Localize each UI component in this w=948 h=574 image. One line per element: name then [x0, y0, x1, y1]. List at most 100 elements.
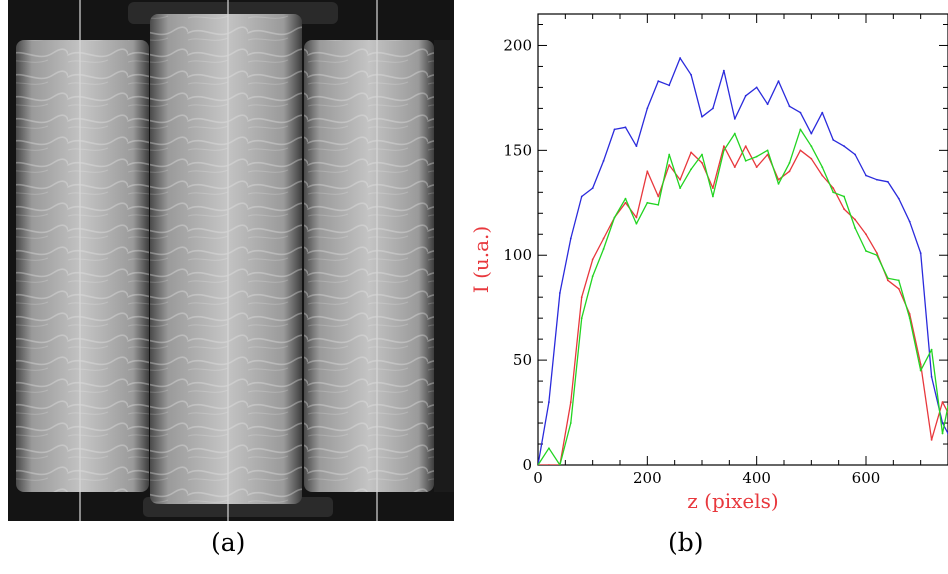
data-point-red	[690, 151, 692, 154]
caption-b: (b)	[668, 528, 704, 557]
data-point-blue	[569, 237, 572, 240]
data-point-red	[624, 201, 627, 204]
data-point-red	[854, 218, 856, 221]
data-point-red	[602, 237, 605, 240]
data-point-green	[941, 432, 944, 435]
data-point-blue	[788, 105, 791, 108]
data-point-blue	[876, 178, 878, 181]
data-point-blue	[580, 195, 583, 198]
series-line-green	[538, 128, 948, 465]
data-point-blue	[799, 111, 802, 114]
data-point-blue	[766, 103, 769, 106]
data-point-blue	[821, 111, 824, 114]
data-point-green	[613, 216, 616, 219]
data-point-green	[569, 422, 572, 424]
data-point-red	[876, 252, 878, 255]
data-point-blue	[679, 57, 682, 59]
data-point-red	[591, 258, 594, 261]
data-point-green	[635, 222, 638, 225]
data-point-blue	[897, 197, 900, 200]
data-point-red	[635, 216, 638, 219]
data-point-green	[558, 464, 561, 465]
x-tick-label: 400	[742, 469, 771, 487]
data-point-green	[646, 201, 649, 204]
x-tick-label: 200	[633, 469, 662, 487]
x-axis-label: z (pixels)	[687, 489, 778, 513]
data-point-green	[766, 149, 769, 152]
data-point-green	[580, 317, 583, 320]
data-point-red	[821, 174, 824, 177]
data-point-blue	[810, 132, 813, 135]
data-point-red	[810, 157, 813, 160]
data-point-green	[679, 187, 682, 190]
data-point-red	[930, 438, 933, 441]
data-point-blue	[624, 126, 627, 129]
data-point-blue	[919, 252, 922, 255]
data-point-green	[886, 277, 889, 280]
intensity-chart: 0 200 400 600 0 50 100 150 200 z (pixels) I (u.a.)	[470, 13, 948, 513]
data-point-red	[766, 153, 769, 156]
data-point-green	[777, 183, 780, 185]
data-point-blue	[886, 180, 889, 183]
data-point-blue	[657, 80, 660, 83]
data-point-green	[538, 464, 539, 465]
data-point-green	[897, 279, 900, 282]
data-point-green	[854, 227, 856, 229]
data-point-red	[701, 162, 703, 164]
y-tick-label: 150	[503, 141, 532, 159]
series-line-red	[538, 145, 948, 465]
data-point-green	[908, 317, 911, 320]
data-point-green	[548, 447, 550, 450]
data-point-blue	[712, 107, 714, 110]
data-point-red	[657, 195, 660, 198]
data-point-red	[580, 296, 583, 299]
data-point-blue	[558, 292, 561, 294]
data-point-green	[624, 197, 627, 200]
data-point-blue	[832, 138, 835, 141]
data-point-blue	[668, 84, 671, 87]
y-tick-label: 0	[522, 456, 532, 474]
caption-a: (a)	[211, 528, 246, 557]
data-point-green	[712, 195, 714, 198]
data-point-red	[886, 279, 889, 282]
data-point-blue	[930, 375, 933, 378]
data-point-green	[799, 128, 802, 131]
left-cylinder-texture	[16, 40, 149, 492]
data-point-red	[646, 170, 649, 173]
data-point-red	[865, 233, 867, 236]
data-point-red	[755, 166, 758, 169]
data-point-green	[591, 275, 594, 278]
data-point-red	[668, 164, 671, 166]
y-tick-label: 100	[503, 246, 532, 264]
data-point-red	[919, 363, 922, 366]
y-tick-label: 50	[513, 351, 532, 369]
data-point-blue	[602, 159, 605, 162]
data-point-blue	[646, 107, 649, 110]
data-point-green	[690, 168, 692, 171]
data-point-blue	[777, 80, 780, 83]
data-point-green	[843, 195, 846, 198]
chart-root: 0 200 400 600 0 50 100 150 200 z (pixels) I (u.a.)	[470, 13, 948, 513]
data-point-blue	[548, 401, 550, 403]
data-point-blue	[755, 86, 758, 89]
data-point-green	[744, 159, 747, 162]
data-point-red	[548, 464, 550, 465]
y-tick-label: 200	[503, 36, 532, 54]
data-point-red	[569, 401, 572, 403]
data-point-red	[832, 187, 835, 190]
data-point-blue	[733, 117, 736, 120]
data-point-blue	[613, 128, 616, 131]
data-point-red	[722, 145, 725, 148]
data-point-blue	[722, 69, 725, 72]
cylinder-photo	[8, 0, 454, 521]
data-point-blue	[744, 94, 747, 97]
x-tick-label: 600	[852, 469, 881, 487]
data-point-red	[679, 178, 682, 181]
data-point-blue	[865, 174, 867, 177]
data-point-green	[657, 203, 660, 206]
plot-frame	[537, 13, 948, 466]
data-point-blue	[941, 422, 944, 424]
data-point-green	[668, 153, 671, 156]
right-cylinder-texture	[304, 40, 434, 492]
data-point-blue	[701, 115, 703, 118]
